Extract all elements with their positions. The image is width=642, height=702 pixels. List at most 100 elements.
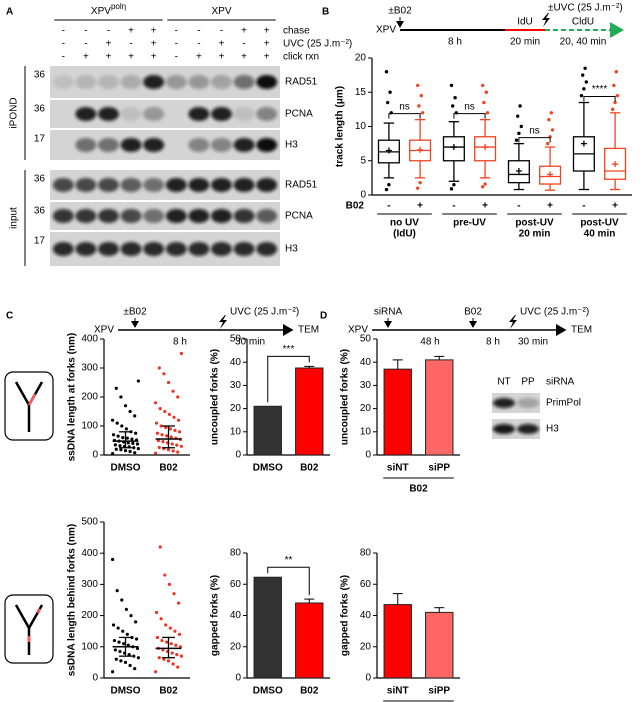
outlier [514, 138, 519, 142]
point [154, 670, 158, 674]
point [158, 545, 162, 549]
condition-mark: + [241, 52, 247, 63]
point [114, 447, 118, 451]
uv-icon [509, 315, 517, 329]
outlier [483, 182, 487, 186]
protein-label: RAD51 [285, 180, 318, 191]
blot-band [75, 209, 97, 223]
condition-mark: + [106, 52, 112, 63]
panel-label: A [6, 7, 13, 18]
point [176, 665, 180, 669]
point [115, 421, 119, 425]
point [172, 415, 176, 419]
point [174, 643, 178, 647]
schematic-text: XPV [94, 325, 114, 336]
bar [295, 602, 324, 679]
outlier [612, 83, 616, 88]
category-label: pre-UV [453, 218, 486, 229]
schematic-text: IdU [517, 17, 533, 28]
point [172, 592, 176, 596]
outlier [417, 104, 421, 108]
point [176, 450, 180, 454]
point [132, 446, 136, 450]
outlier [581, 73, 585, 77]
blot-band [211, 209, 232, 223]
point [126, 643, 130, 647]
y-tick-label: 0 [92, 450, 98, 461]
blot-band [188, 107, 210, 121]
y-tick-label: 80 [360, 548, 372, 559]
outlier [485, 111, 490, 115]
outlier [615, 93, 620, 98]
factor-value: + [482, 201, 488, 212]
point [135, 442, 140, 446]
blot-band [256, 75, 278, 89]
outlier [518, 104, 522, 108]
protein-label: H3 [546, 424, 559, 435]
category-label: DMSO [111, 463, 141, 474]
category-label: siPP [428, 686, 450, 697]
point [128, 663, 132, 668]
outlier [481, 83, 485, 88]
point [119, 448, 123, 452]
outlier [420, 111, 425, 115]
point [117, 640, 121, 644]
blot-band [120, 242, 142, 256]
point [111, 451, 115, 456]
schematic-text: UVC (25 J.m⁻²) [230, 307, 299, 318]
blot-band [211, 242, 232, 256]
blot-band [165, 178, 187, 192]
point [164, 623, 168, 627]
outlier [516, 114, 520, 118]
blot-group: iPOND [9, 97, 20, 128]
y-tick-label: 80 [230, 548, 242, 559]
bar [253, 576, 282, 679]
y-axis-label: ssDNA length behind forks (nm) [67, 524, 78, 676]
point [165, 640, 169, 644]
y-axis-label: uncoupled forks (%) [210, 349, 221, 445]
ssdna [27, 393, 37, 406]
cell-line-name: XPV [91, 6, 111, 17]
mean [385, 147, 392, 154]
blot-band [75, 242, 97, 256]
schematic-text: 30 min [235, 337, 265, 348]
point [128, 449, 132, 454]
point [177, 430, 182, 434]
point [132, 654, 136, 658]
factor-value: - [582, 201, 585, 212]
blot-band [233, 138, 255, 152]
schematic-text: TEM [571, 325, 592, 336]
group-label: B02 [409, 484, 428, 495]
protein-label: RAD51 [285, 77, 318, 88]
schematic-text: 8 h [173, 337, 187, 348]
y-tick-label: 10 [360, 426, 372, 437]
point [129, 614, 133, 618]
point [133, 667, 137, 671]
blot-band [98, 209, 119, 223]
schematic-text: siRNA [374, 307, 403, 318]
y-tick-label: 50 [360, 334, 372, 345]
outlier [584, 80, 588, 84]
blot-band [52, 75, 74, 89]
point [116, 626, 120, 630]
point [163, 409, 167, 414]
condition-mark: + [264, 52, 270, 63]
blot-band [120, 209, 142, 223]
y-tick-label: 15 [355, 87, 367, 98]
lane-title: siRNA [546, 377, 575, 388]
point [124, 427, 129, 431]
condition-mark: + [219, 39, 225, 50]
blot-band [256, 138, 278, 152]
condition-mark: - [107, 26, 110, 37]
outlier [550, 128, 555, 132]
schematic-text: 8 h [486, 337, 500, 348]
point [168, 626, 172, 630]
point [113, 648, 117, 652]
point [169, 435, 173, 439]
blot-band [165, 242, 187, 256]
blot-band [75, 178, 97, 192]
point [121, 436, 125, 440]
point [175, 443, 179, 447]
blot-band [120, 75, 142, 89]
